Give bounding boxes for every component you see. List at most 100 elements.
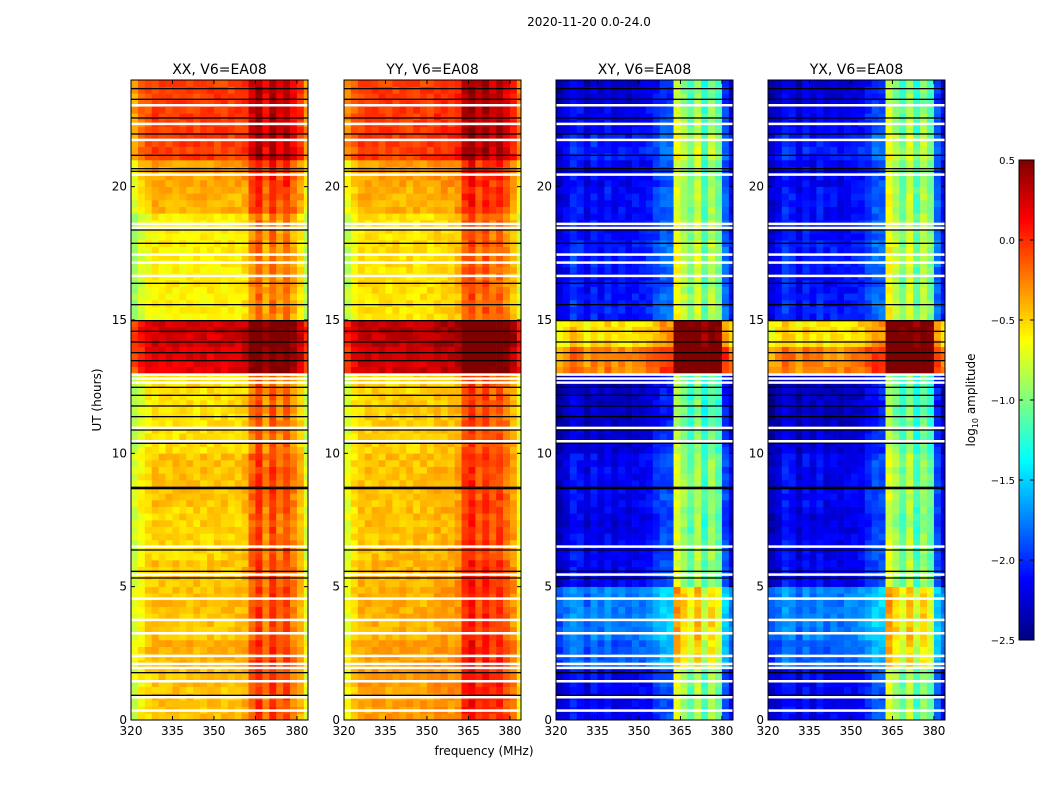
heatmap-cell <box>344 213 352 221</box>
heatmap-cell <box>399 300 407 307</box>
heatmap-cell <box>227 526 236 534</box>
heatmap-cell <box>516 300 522 307</box>
heatmap-cell <box>406 293 414 301</box>
heatmap-cell <box>186 326 194 334</box>
heatmap-cell <box>447 333 455 341</box>
heatmap-cell <box>193 193 201 201</box>
heatmap-cell <box>207 300 215 307</box>
heatmap-cell <box>276 600 284 607</box>
heatmap-cell <box>454 646 462 654</box>
heatmap-cell <box>193 306 201 314</box>
heatmap-cell <box>461 113 469 121</box>
heatmap-cell <box>151 640 159 647</box>
heatmap-cell <box>262 626 270 634</box>
heatmap-cell <box>496 340 504 347</box>
heatmap-cell <box>165 433 173 441</box>
heatmap-cell <box>440 713 449 721</box>
heatmap-cell <box>357 353 366 361</box>
heatmap-cell <box>454 680 462 687</box>
heatmap-cell <box>172 566 180 574</box>
heatmap-cell <box>440 600 449 607</box>
heatmap-cell <box>193 140 201 147</box>
heatmap-cell <box>482 686 490 694</box>
heatmap-cell <box>303 93 309 101</box>
heatmap-cell <box>364 286 372 294</box>
heatmap-cell <box>179 266 187 274</box>
heatmap-cell <box>144 486 153 494</box>
heatmap-cell <box>137 113 146 121</box>
heatmap-cell <box>475 286 483 294</box>
heatmap-cell <box>357 573 366 581</box>
heatmap-cell <box>496 360 504 367</box>
heatmap-cell <box>213 553 222 561</box>
heatmap-cell <box>179 393 187 401</box>
heatmap-cell <box>241 300 249 307</box>
heatmap-cell <box>475 346 483 354</box>
heatmap-cell <box>137 493 146 501</box>
heatmap-cell <box>262 173 270 181</box>
heatmap-cell <box>364 266 372 274</box>
heatmap-cell <box>447 606 455 614</box>
heatmap-cell <box>227 206 236 214</box>
heatmap-cell <box>468 533 476 541</box>
heatmap-cell <box>144 393 153 401</box>
heatmap-cell <box>364 213 372 221</box>
heatmap-cell <box>234 386 242 394</box>
heatmap-cell <box>496 206 504 214</box>
heatmap-cell <box>433 393 442 401</box>
heatmap-cell <box>420 480 428 487</box>
heatmap-cell <box>158 566 166 574</box>
heatmap-cell <box>200 300 208 307</box>
heatmap-cell <box>220 420 229 427</box>
heatmap-cell <box>468 353 476 361</box>
heatmap-cell <box>357 366 366 374</box>
heatmap-cell <box>193 186 201 194</box>
heatmap-cell <box>172 613 180 621</box>
heatmap-cell <box>496 500 504 507</box>
heatmap-cell <box>151 680 159 687</box>
heatmap-cell <box>172 520 180 527</box>
heatmap-cell <box>516 533 522 541</box>
heatmap-cell <box>193 420 201 427</box>
heatmap-cell <box>269 520 277 527</box>
heatmap-cell <box>489 306 497 314</box>
heatmap-cell <box>283 620 291 627</box>
heatmap-cell <box>269 500 277 507</box>
heatmap-cell <box>344 393 352 401</box>
heatmap-cell <box>144 466 153 474</box>
heatmap-cell <box>137 166 146 174</box>
heatmap-cell <box>131 640 139 647</box>
heatmap-cell <box>496 473 504 481</box>
heatmap-cell <box>489 613 497 621</box>
heatmap-cell <box>255 626 263 634</box>
heatmap-cell <box>350 500 359 507</box>
heatmap-cell <box>426 480 435 487</box>
heatmap-cell <box>461 540 469 547</box>
heatmap-cell <box>241 406 249 414</box>
heatmap-cell <box>213 713 222 721</box>
heatmap-cell <box>350 153 359 161</box>
heatmap-cell <box>296 293 305 301</box>
heatmap-cell <box>489 513 497 521</box>
heatmap-cell <box>165 540 173 547</box>
heatmap-cell <box>186 366 194 374</box>
heatmap-cell <box>220 326 229 334</box>
heatmap-cell <box>447 313 455 321</box>
heatmap-cell <box>399 500 407 507</box>
heatmap-cell <box>385 206 393 214</box>
heatmap-cell <box>137 566 146 574</box>
heatmap-cell <box>248 700 256 707</box>
heatmap-cell <box>357 400 366 407</box>
heatmap-cell <box>186 466 194 474</box>
heatmap-cell <box>255 80 263 87</box>
heatmap-cell <box>399 646 407 654</box>
heatmap-cell <box>179 300 187 307</box>
heatmap-cell <box>283 333 291 341</box>
heatmap-cell <box>186 393 194 401</box>
heatmap-cell <box>193 153 201 161</box>
heatmap-cell <box>447 346 455 354</box>
heatmap-cell <box>357 126 366 134</box>
heatmap-cell <box>193 286 201 294</box>
heatmap-cell <box>413 666 421 674</box>
heatmap-cell <box>399 553 407 561</box>
